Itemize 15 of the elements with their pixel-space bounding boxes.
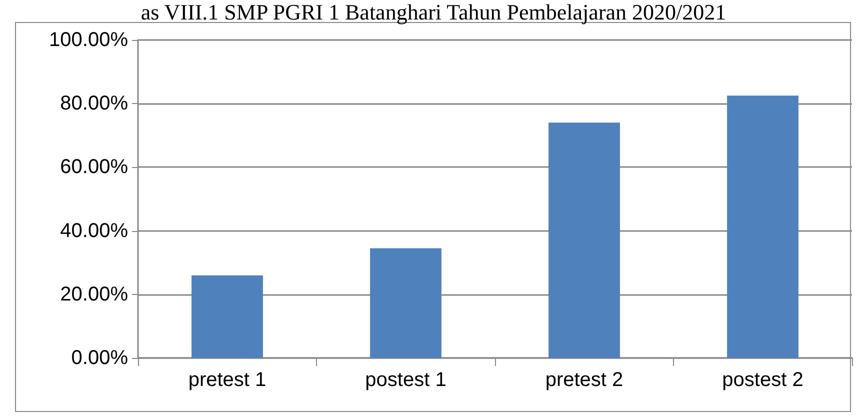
x-tick-label: postest 2 xyxy=(722,369,804,391)
x-tick-label: postest 1 xyxy=(365,369,446,391)
bar xyxy=(548,122,620,358)
bar xyxy=(192,275,263,358)
y-tick-label: 100.00% xyxy=(49,29,128,51)
chart-title: as VIII.1 SMP PGRI 1 Batanghari Tahun Pembelajaran 2020/2021 xyxy=(140,0,726,24)
y-tick-label: 80.00% xyxy=(60,92,128,115)
y-tick-label: 60.00% xyxy=(60,156,128,178)
y-tick-label: 20.00% xyxy=(60,283,128,306)
y-tick-label: 40.00% xyxy=(60,220,128,242)
y-tick-label: 0.00% xyxy=(71,347,128,369)
bar xyxy=(727,96,798,358)
bar xyxy=(370,248,442,358)
x-tick-label: pretest 1 xyxy=(188,369,266,391)
x-tick-label: pretest 2 xyxy=(545,369,624,391)
